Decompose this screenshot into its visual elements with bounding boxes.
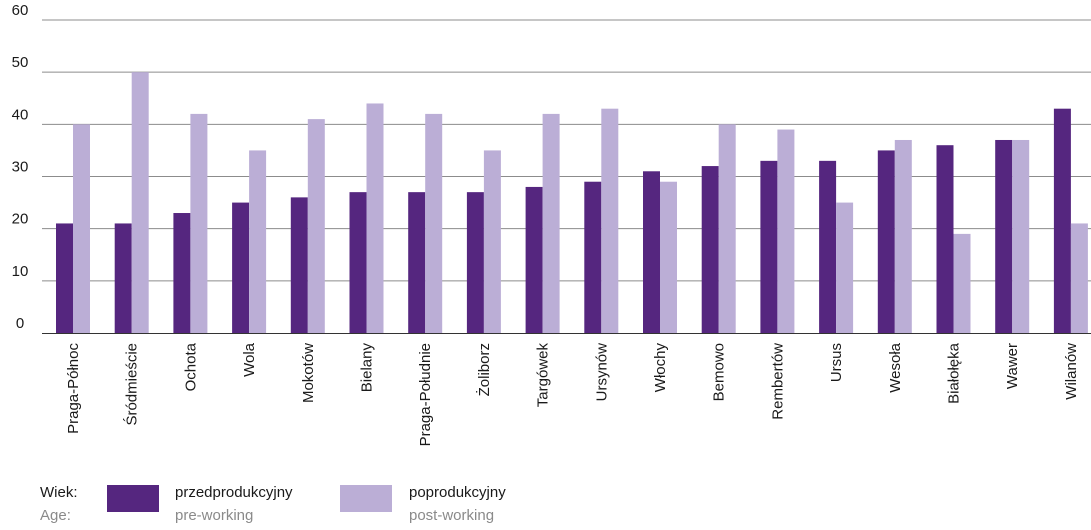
bar-post-working-8: [542, 113, 560, 334]
y-tick-label-10: 10: [12, 263, 29, 280]
x-tick-label-17: Wilanów: [1063, 343, 1080, 400]
y-tick-label-60: 60: [12, 2, 29, 19]
y-axis-ticks: 0 10 20 30 40 50 60: [12, 2, 29, 332]
bar-pre-working-13: [819, 160, 837, 333]
bar-pre-working-6: [408, 192, 426, 333]
bar-post-working-2: [190, 113, 208, 334]
y-tick-label-20: 20: [12, 211, 29, 228]
bar-post-working-17: [1070, 223, 1088, 333]
bar-pre-working-16: [995, 139, 1013, 333]
bar-pre-working-12: [760, 160, 778, 333]
bar-pre-working-3: [232, 202, 250, 333]
gridlines: [42, 19, 1091, 282]
bar-post-working-16: [1012, 139, 1030, 333]
legend-label-post-working: poprodukcyjny: [409, 484, 506, 501]
bars: [56, 72, 1088, 334]
x-tick-label-10: Włochy: [652, 343, 669, 393]
x-tick-label-13: Ursus: [828, 343, 845, 382]
legend: Wiek: Age: przedprodukcyjny pre-working …: [0, 484, 1091, 530]
legend-title: Wiek:: [40, 484, 78, 501]
x-tick-label-8: Targówek: [535, 343, 552, 408]
bar-pre-working-9: [584, 181, 602, 333]
bar-pre-working-17: [1053, 108, 1071, 333]
bar-post-working-11: [718, 124, 736, 333]
x-tick-label-15: Białołęka: [946, 342, 963, 404]
bar-post-working-7: [483, 150, 501, 333]
legend-swatch-post-working: [340, 485, 392, 512]
x-tick-label-2: Ochota: [182, 342, 199, 391]
bar-pre-working-8: [525, 186, 543, 333]
legend-label-pre-working: przedprodukcyjny: [175, 484, 293, 501]
bar-pre-working-10: [643, 171, 660, 333]
bar-post-working-14: [894, 139, 912, 333]
y-tick-label-0: 0: [16, 315, 24, 332]
bar-pre-working-2: [173, 213, 191, 333]
bar-post-working-6: [425, 113, 443, 334]
x-tick-label-7: Żoliborz: [475, 343, 493, 396]
x-axis-category-labels: Praga-Północ Śródmieście Ochota Wola Mokotów…: [65, 342, 1080, 446]
bar-post-working-15: [953, 233, 971, 333]
bar-post-working-10: [660, 181, 677, 333]
bar-post-working-3: [249, 150, 267, 333]
x-tick-label-1: Śródmieście: [123, 343, 141, 426]
legend-swatch-pre-working: [107, 485, 159, 512]
bar-post-working-0: [73, 124, 90, 333]
legend-title-en: Age:: [40, 507, 71, 524]
x-tick-label-0: Praga-Północ: [65, 343, 82, 434]
bar-post-working-9: [601, 108, 619, 333]
bar-pre-working-4: [290, 197, 308, 333]
x-tick-label-3: Wola: [241, 342, 258, 377]
x-tick-label-16: Wawer: [1004, 343, 1021, 389]
x-tick-label-12: Rembertów: [769, 343, 786, 420]
x-tick-label-14: Wesoła: [887, 342, 904, 392]
x-tick-label-4: Mokotów: [300, 343, 317, 403]
bar-post-working-12: [777, 129, 795, 333]
bar-pre-working-5: [349, 192, 367, 333]
legend-label-post-working-en: post-working: [409, 507, 495, 524]
y-tick-label-30: 30: [12, 159, 29, 176]
x-tick-label-6: Praga-Południe: [417, 343, 434, 446]
y-tick-label-50: 50: [12, 54, 29, 71]
bar-post-working-13: [836, 202, 854, 333]
bar-post-working-1: [131, 72, 149, 334]
x-tick-label-11: Bemowo: [711, 343, 728, 401]
y-tick-label-40: 40: [12, 106, 29, 123]
bar-chart: 0 10 20 30 40 50 60 Praga-Północ Śródmieście Och…: [12, 2, 1091, 446]
x-tick-label-5: Bielany: [359, 343, 376, 393]
bar-pre-working-15: [936, 145, 954, 333]
bar-post-working-4: [307, 119, 325, 333]
bar-pre-working-1: [114, 223, 132, 333]
x-tick-label-9: Ursynów: [593, 343, 610, 402]
bar-pre-working-14: [877, 150, 895, 333]
bar-post-working-5: [366, 103, 384, 333]
legend-label-pre-working-en: pre-working: [175, 507, 254, 524]
bar-pre-working-7: [466, 192, 484, 333]
bar-pre-working-11: [701, 166, 719, 333]
bar-pre-working-0: [56, 223, 73, 333]
